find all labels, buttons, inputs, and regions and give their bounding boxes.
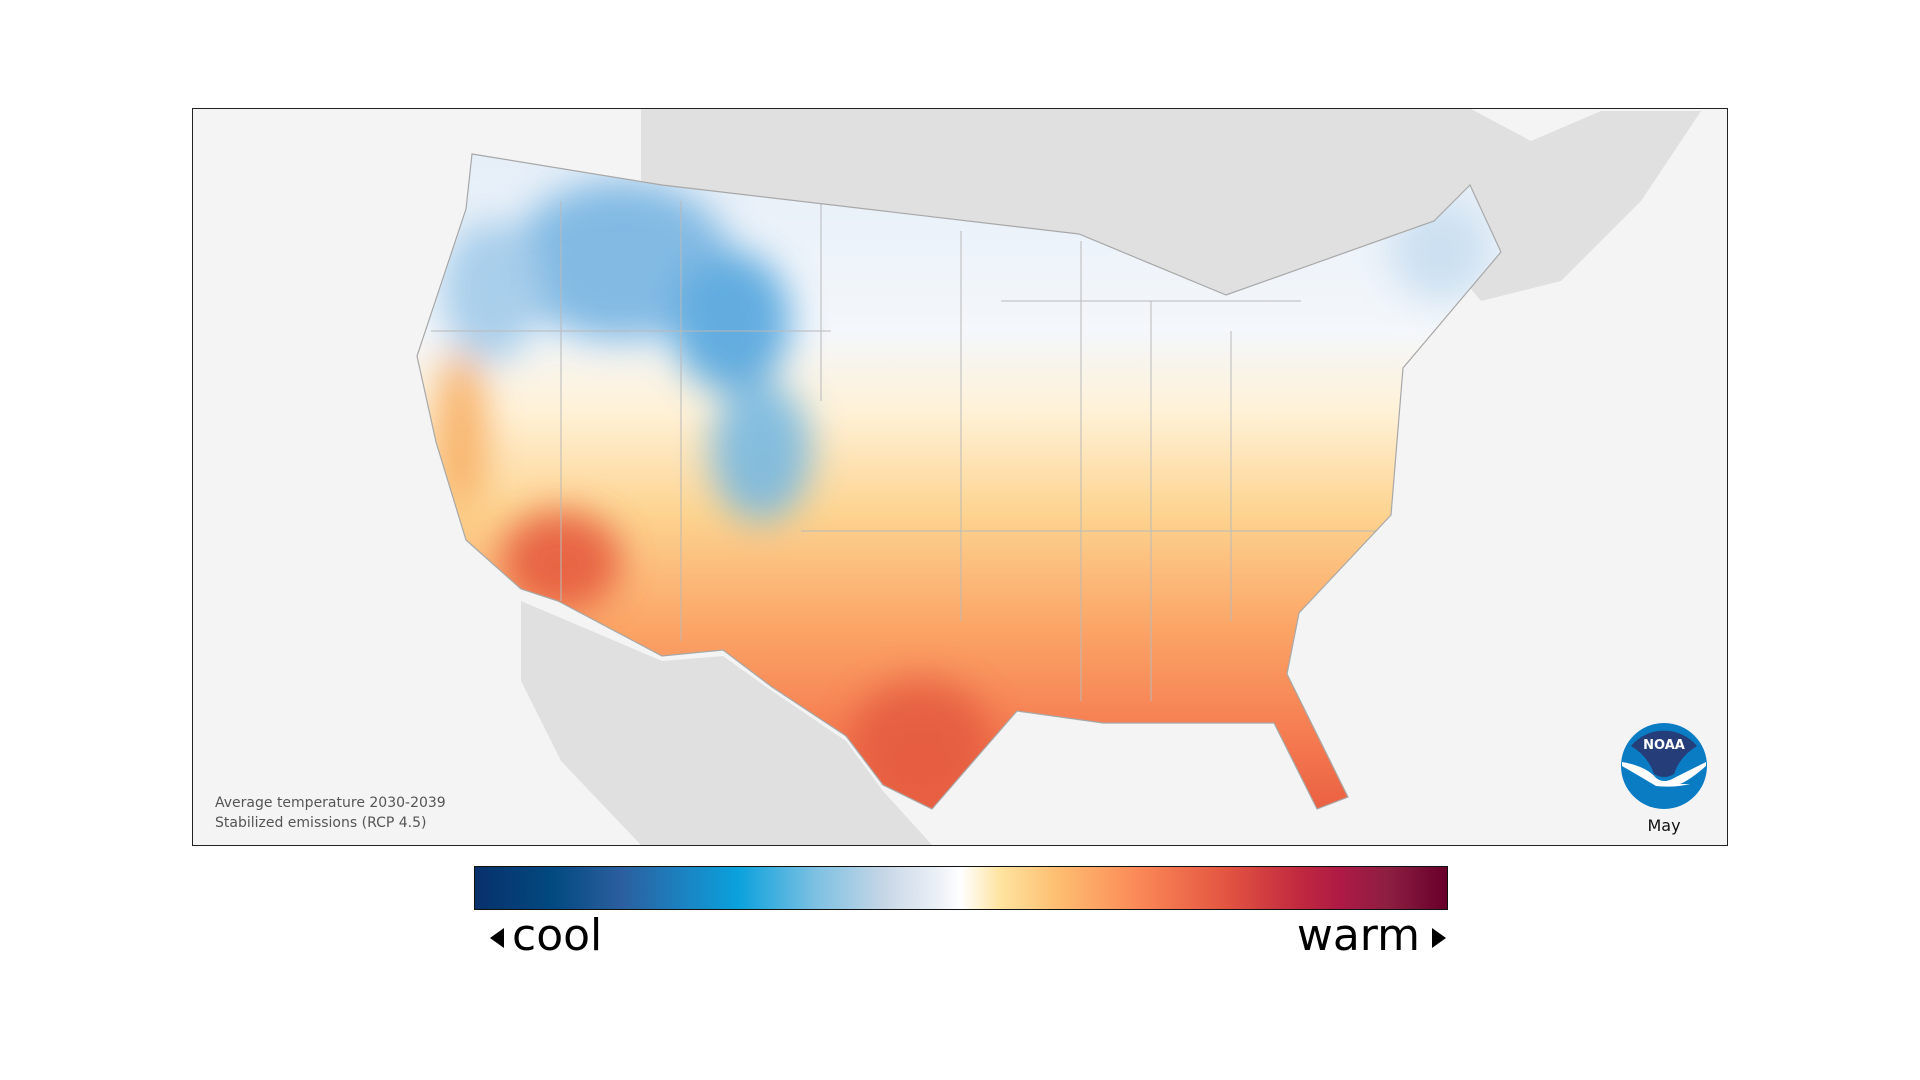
canada-land — [641, 109, 1701, 331]
month-label: May — [1647, 816, 1681, 835]
map-frame: Average temperature 2030-2039 Stabilized… — [192, 108, 1728, 846]
caption-subtitle: Stabilized emissions (RCP 4.5) — [215, 815, 427, 831]
warm-label: warm — [1297, 908, 1446, 964]
noaa-logo: NOAA May — [1619, 722, 1709, 835]
state-borders — [431, 201, 1381, 701]
mexico-land — [521, 601, 932, 845]
cool-text: cool — [512, 910, 603, 961]
warm-text: warm — [1296, 910, 1420, 961]
noaa-logo-icon: NOAA — [1621, 723, 1707, 809]
color-scale-bar — [474, 866, 1448, 910]
noaa-logo-text: NOAA — [1643, 738, 1685, 753]
us-temperature-map — [416, 109, 1701, 845]
right-arrow-icon — [1432, 928, 1446, 948]
map-caption: Average temperature 2030-2039 Stabilized… — [215, 793, 446, 833]
cool-label: cool — [490, 908, 602, 964]
left-arrow-icon — [490, 928, 504, 948]
caption-title: Average temperature 2030-2039 — [215, 795, 446, 811]
